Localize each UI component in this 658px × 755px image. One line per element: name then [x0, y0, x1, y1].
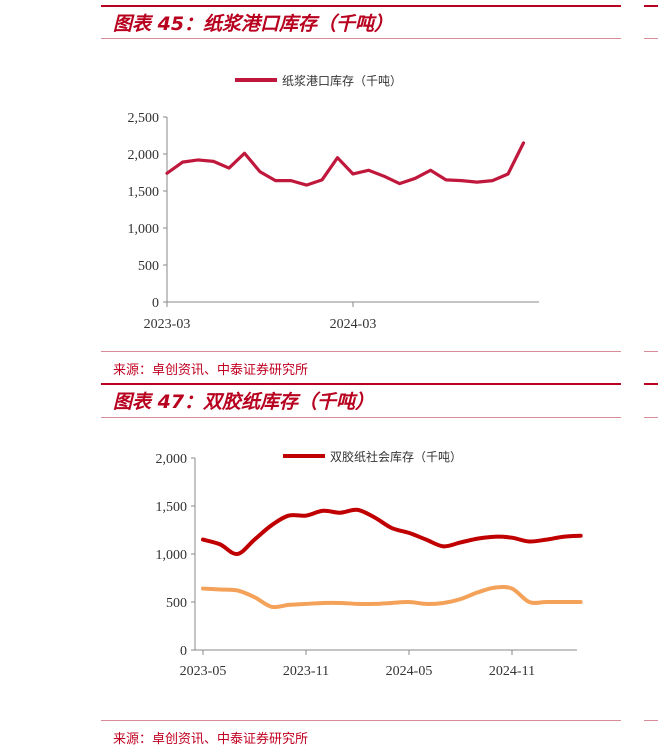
edge-fragment [644, 417, 658, 418]
figure-title: 图表 47：双胶纸库存（千吨） [113, 391, 375, 413]
pulp-inventory-chart: 纸浆港口库存（千吨） 0 500 1,000 1,500 2,000 2,500 2023-0… [128, 73, 539, 332]
edge-fragment [644, 383, 658, 385]
source-note: 来源：卓创资讯、中泰证券研究所 [113, 732, 309, 747]
x-tick-label: 2023-05 [180, 664, 227, 679]
y-tick-label: 2,000 [128, 148, 160, 163]
figure-title: 图表 45：纸浆港口库存（千吨） [113, 13, 394, 35]
edge-fragment [644, 38, 658, 39]
y-tick-label: 1,500 [156, 500, 188, 515]
x-tick-label: 2023-11 [283, 664, 329, 679]
x-tick-label: 2024-05 [386, 664, 433, 679]
source-note: 来源：卓创资讯、中泰证券研究所 [113, 363, 309, 378]
y-tick-label: 2,000 [156, 452, 188, 467]
title-divider [101, 38, 621, 39]
y-tick-label: 0 [180, 644, 187, 659]
edge-fragment [644, 720, 658, 721]
x-tick-label: 2024-11 [489, 664, 535, 679]
figure-title-bar: 图表 45：纸浆港口库存（千吨） [101, 5, 621, 39]
y-tick-label: 1,000 [156, 548, 188, 563]
edge-fragment [644, 351, 658, 352]
edge-fragment [644, 5, 658, 7]
y-tick-label: 0 [152, 296, 159, 311]
series-line-woodfree-social [201, 507, 583, 557]
x-tick-label: 2024-03 [330, 317, 377, 332]
title-divider [101, 417, 621, 418]
source-divider [101, 720, 621, 721]
woodfree-paper-inventory-chart: 双胶纸社会库存（千吨） 0 500 1,000 1,500 2,000 2023-05 202… [156, 449, 583, 679]
y-tick-label: 1,000 [128, 222, 160, 237]
y-tick-label: 1,500 [128, 185, 160, 200]
series-line-pulp [165, 141, 526, 187]
y-tick-label: 2,500 [128, 111, 160, 126]
y-tick-label: 500 [166, 596, 187, 611]
source-divider [101, 351, 621, 352]
x-tick-label: 2023-03 [144, 317, 191, 332]
legend-label: 双胶纸社会库存（千吨） [330, 449, 462, 464]
legend-label: 纸浆港口库存（千吨） [282, 73, 402, 88]
series-line-secondary [201, 584, 583, 610]
y-tick-label: 500 [138, 259, 159, 274]
figure-title-bar: 图表 47：双胶纸库存（千吨） [101, 383, 621, 417]
